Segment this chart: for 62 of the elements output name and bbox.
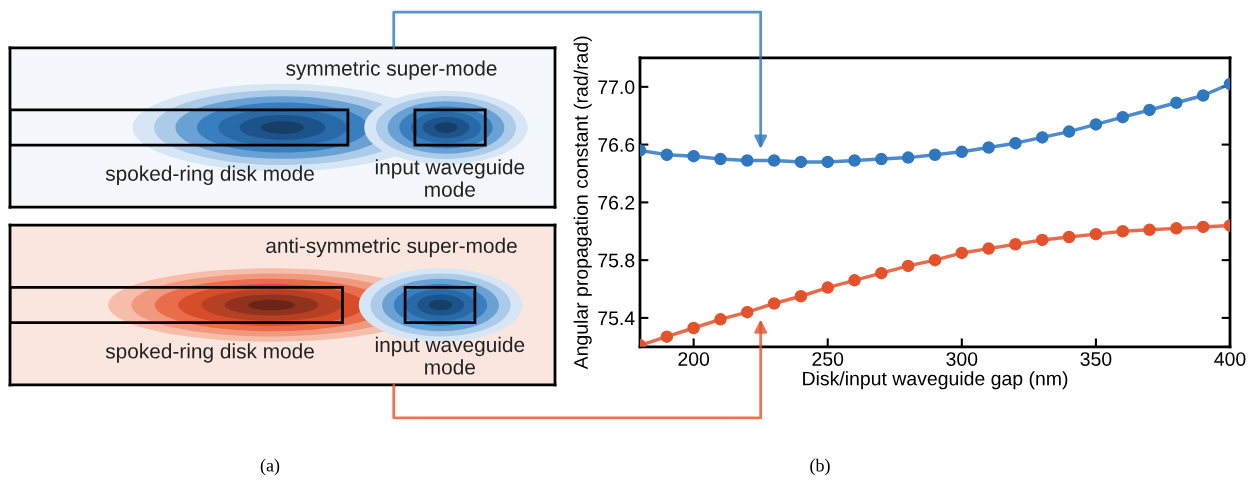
point [714,152,727,166]
point [687,321,700,335]
y-tick-label: 76.6 [598,138,635,152]
text: spoked-ring disk mode [105,343,314,363]
point [901,151,915,164]
point [741,154,754,167]
point [821,281,834,294]
point [1036,233,1049,247]
text: input waveguide mode [375,336,525,375]
point [1036,131,1049,144]
point [1143,103,1156,117]
text: anti-symmetric super-mode [266,237,517,258]
text: spoked-ring disk mode [105,165,314,186]
x-tick-label: 300 [946,352,978,366]
point [848,274,861,287]
point [1009,136,1022,150]
point [1116,225,1129,238]
point [1116,110,1129,124]
point [875,152,888,166]
text: symmetric super-mode [286,60,497,80]
point [928,148,942,161]
text: (b) [810,458,830,476]
point [794,155,808,169]
x-tick-label: 200 [678,352,710,366]
point [982,242,995,255]
x-tick-label: 350 [1080,352,1112,366]
point [1170,222,1183,235]
text: (a) [260,458,280,476]
y-tick-label: 75.4 [598,311,635,326]
point [821,155,834,169]
point [1196,220,1210,234]
point [794,289,808,303]
point [1062,125,1076,138]
point [928,253,942,267]
point [660,148,674,161]
point [901,259,915,273]
point [1170,96,1183,109]
point [1196,89,1210,102]
point [687,149,700,163]
point [982,141,995,154]
text: input waveguide mode [375,159,525,197]
point [767,154,781,167]
point [1143,223,1156,237]
point [1089,227,1103,241]
point [660,330,674,343]
point [714,313,727,326]
y-tick-label: 75.8 [598,253,635,268]
x-tick-label: 400 [1214,352,1246,366]
x-axis-title: Disk/input waveguide gap (nm) [803,371,1068,390]
point [875,266,888,280]
point [955,145,969,159]
x-tick-label: 250 [812,352,844,366]
point [1062,230,1076,244]
point [741,305,754,319]
point [1089,118,1103,131]
point [955,246,969,260]
y-tick-label: 77.0 [598,80,635,95]
point [848,154,861,167]
point [767,297,781,310]
y-axis-title: Angular propagation constant (rad/rad) [573,36,592,370]
point [1009,238,1022,251]
y-tick-label: 76.2 [598,195,635,210]
